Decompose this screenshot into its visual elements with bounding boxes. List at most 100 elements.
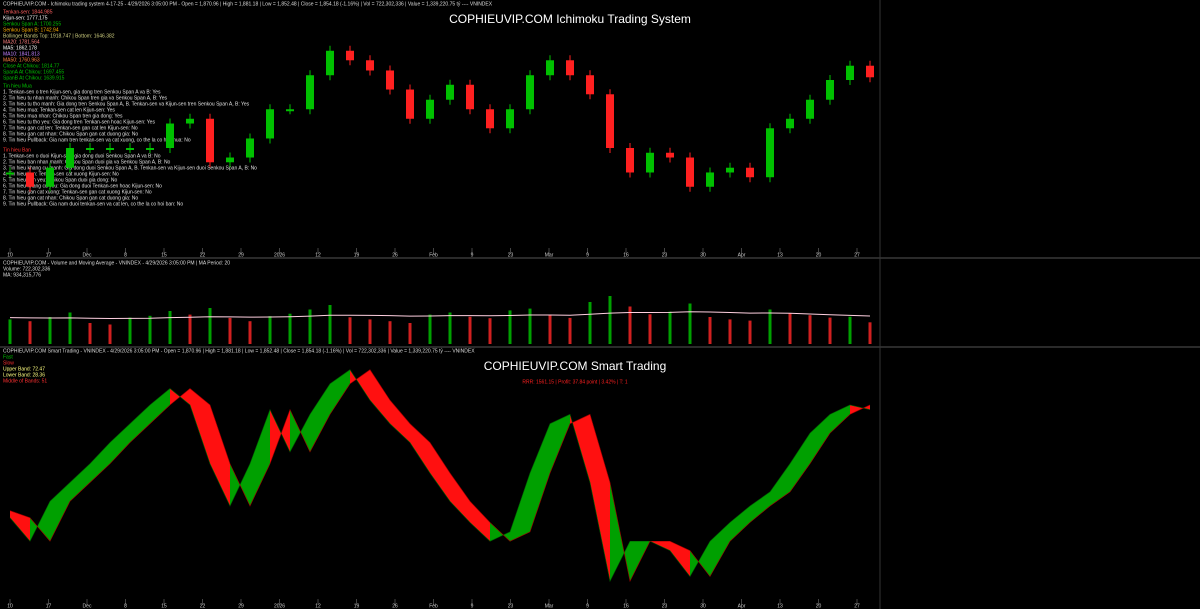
candle	[646, 152, 654, 173]
buy-signal: 5. Tin hieu mua nhan: Chikou Span tren g…	[3, 113, 123, 119]
x-tick-label: 22	[200, 603, 206, 609]
x-tick-label: 10	[7, 252, 13, 258]
candle	[666, 152, 674, 158]
volume-bar	[788, 313, 792, 344]
candle	[586, 75, 594, 95]
x-tick-label: 8	[124, 603, 127, 609]
candle	[806, 99, 814, 119]
volume-bar	[468, 316, 472, 344]
candle	[226, 157, 234, 163]
candle	[706, 172, 714, 187]
volume-bar	[348, 317, 352, 344]
candle	[246, 138, 254, 158]
candle	[486, 109, 494, 129]
legend-entry: Slow	[3, 360, 14, 366]
candle	[266, 109, 274, 139]
volume-bar	[208, 308, 212, 344]
candle	[146, 148, 154, 150]
sell-signal: 3. Tin hieu khang cu manh: Gia dong duoi…	[3, 165, 257, 171]
indicator-value: MA20: 1781.564	[3, 39, 40, 45]
candle	[786, 118, 794, 129]
x-tick-label: 13	[777, 252, 783, 258]
ribbon-segment	[590, 414, 610, 582]
buy-signal: 8. Tin hieu gan cat nhan: Chikou Span ga…	[3, 131, 138, 137]
legend-entry: Lower Band: 28.36	[3, 372, 45, 378]
legend-entry: Fast	[3, 354, 13, 360]
x-tick-label: 30	[700, 603, 706, 609]
volume-bar	[248, 321, 252, 344]
candle	[106, 148, 114, 150]
ribbon-segment	[190, 388, 210, 464]
sell-signal: 1. Tenkan-sen o duoi Kijun-sen, gia dong…	[3, 153, 161, 159]
ribbon-segment	[430, 442, 450, 502]
ribbon-segment	[450, 473, 470, 523]
x-tick-label: 22	[200, 252, 206, 258]
indicator-value: MA5: 1862.178	[3, 45, 37, 51]
volume-bar	[368, 319, 372, 344]
candle	[386, 70, 394, 90]
ribbon-segment	[90, 442, 110, 483]
ribbon-segment	[110, 423, 130, 464]
ribbon-segment	[750, 491, 770, 523]
ribbon-segment	[310, 383, 330, 452]
volume-bar	[748, 320, 752, 344]
volume-bar	[628, 306, 632, 344]
x-tick-label: 27	[854, 603, 860, 609]
volume-bar	[508, 310, 512, 344]
candle	[686, 157, 694, 187]
chart-header: COPHIEUVIP.COM - Ichimoku trading system…	[3, 0, 493, 7]
ribbon-segment	[530, 423, 550, 532]
indicator-value: SpanB At Chikou: 1639.915	[3, 75, 65, 81]
x-tick-label: Dec	[83, 603, 92, 609]
x-tick-label: 26	[392, 603, 398, 609]
x-tick-label: 9	[586, 252, 589, 258]
ribbon-segment	[410, 423, 430, 474]
volume-bar	[228, 317, 232, 344]
candle	[526, 75, 534, 110]
indicator-value: Bollinger Bands Top: 1918.747 | Bottom: …	[3, 33, 115, 39]
volume-bar	[428, 314, 432, 344]
x-tick-label: 20	[816, 252, 822, 258]
volume-bar	[608, 296, 612, 344]
candle	[206, 118, 214, 163]
ribbon-segment	[390, 400, 410, 443]
indicator-value: MA50: 1760.963	[3, 57, 40, 63]
candle	[506, 109, 514, 129]
sell-signal: 5. Tin hieu ban yeu: Chikou Span duoi gi…	[3, 177, 117, 183]
indicator-value: MA10: 1841.813	[3, 51, 40, 57]
x-tick-label: Apr	[738, 252, 746, 258]
x-tick-label: 23	[662, 252, 668, 258]
x-tick-label: 2026	[274, 252, 285, 258]
chart-header: COPHIEUVIP.COM - Volume and Moving Avera…	[3, 260, 230, 266]
buy-signal: 1. Tenkan-sen o tren Kijun-sen, gia dong…	[3, 89, 161, 95]
x-tick-label: 9	[471, 252, 474, 258]
volume-bar	[548, 315, 552, 344]
indicator-value: Kijun-sen: 1777.175	[3, 15, 48, 21]
volume-bar	[728, 319, 732, 344]
volume-bar	[68, 312, 72, 344]
ribbon-segment	[130, 404, 150, 443]
x-tick-label: 15	[161, 252, 167, 258]
x-tick-label: Mar	[545, 252, 554, 258]
candle	[746, 167, 754, 178]
buy-signal: 6. Tin hieu tu tho yeu: Gia dong tren Te…	[3, 119, 155, 125]
volume-bar	[128, 317, 132, 344]
sell-signal: 6. Tin hieu khang cu yeu: Gia dong duoi …	[3, 183, 162, 189]
sell-signal: 7. Tin hieu gan cat xuong: Tenkan-sen ga…	[3, 189, 152, 195]
buy-signal: 9. Tin hieu Pullback: Gia nam tren tenka…	[3, 137, 191, 143]
candle	[866, 65, 874, 78]
x-tick-label: 23	[508, 252, 514, 258]
volume-bar	[568, 317, 572, 344]
watermark: COPHIEUVIP.COM Smart Trading	[484, 359, 667, 373]
candle	[26, 172, 34, 187]
volume-info: Volume: 722,302,336	[3, 266, 50, 272]
volume-bar	[288, 313, 292, 344]
candle	[766, 128, 774, 178]
ribbon-segment	[790, 433, 810, 492]
candle	[726, 167, 734, 173]
candle	[66, 148, 74, 168]
x-tick-label: 2026	[274, 603, 285, 609]
x-tick-label: Apr	[738, 603, 746, 609]
candle	[566, 60, 574, 76]
